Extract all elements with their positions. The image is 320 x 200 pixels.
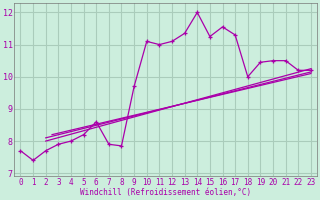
X-axis label: Windchill (Refroidissement éolien,°C): Windchill (Refroidissement éolien,°C) [80,188,251,197]
